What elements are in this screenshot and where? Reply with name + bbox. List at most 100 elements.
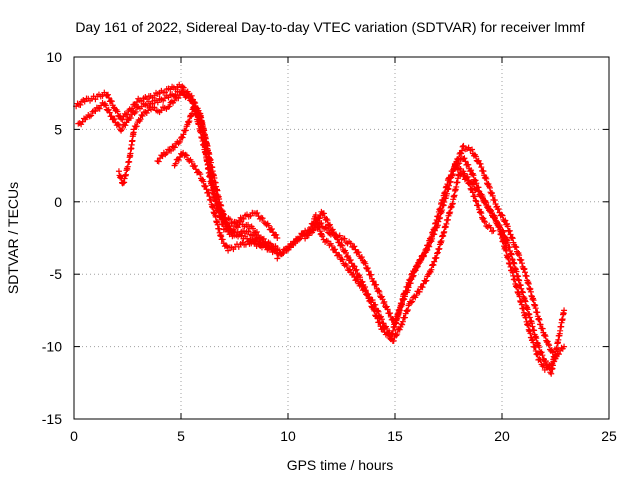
data-point-marker — [426, 243, 433, 250]
data-point-marker — [539, 325, 546, 332]
data-point-marker — [142, 108, 149, 115]
data-point-marker — [280, 250, 287, 257]
data-point-marker — [341, 235, 348, 242]
data-point-marker — [537, 321, 544, 328]
axis-ticks: 0 5 10 15 20 25 -15 -10 -5 0 5 10 — [42, 49, 617, 444]
data-point-marker — [163, 149, 170, 156]
data-point-marker — [458, 150, 465, 157]
x-tick-label: 10 — [280, 428, 296, 444]
data-point-marker — [364, 291, 371, 298]
data-point-marker — [485, 203, 492, 210]
data-point-marker — [461, 170, 468, 177]
data-point-marker — [343, 249, 350, 256]
data-point-marker — [351, 243, 358, 250]
data-point-marker — [472, 153, 479, 160]
data-point-marker — [537, 357, 544, 364]
data-point-marker — [539, 363, 546, 370]
data-point-marker — [431, 227, 438, 234]
data-point-marker — [491, 197, 498, 204]
data-point-marker — [250, 231, 257, 238]
y-tick-label: 5 — [54, 121, 62, 137]
data-point-marker — [302, 235, 309, 242]
data-point-marker — [489, 192, 496, 199]
data-point-marker — [145, 107, 152, 114]
data-point-marker — [370, 278, 377, 285]
data-point-marker — [425, 242, 432, 249]
data-point-marker — [496, 222, 503, 229]
x-tick-label: 15 — [387, 428, 403, 444]
data-point-marker — [481, 219, 488, 226]
data-point-marker — [538, 349, 545, 356]
data-point-marker — [188, 158, 195, 165]
data-point-marker — [88, 112, 95, 119]
data-point-marker — [423, 247, 430, 254]
data-point-marker — [490, 212, 497, 219]
data-point-marker — [133, 123, 140, 130]
data-point-marker — [92, 108, 99, 115]
data-point-marker — [419, 284, 426, 291]
data-point-marker — [387, 310, 394, 317]
data-point-marker — [324, 217, 331, 224]
data-point-marker — [225, 247, 232, 254]
x-tick-label: 5 — [177, 428, 185, 444]
data-point-marker — [399, 318, 406, 325]
data-point-marker — [119, 125, 126, 132]
data-point-marker — [478, 191, 485, 198]
data-point-marker — [155, 158, 162, 165]
data-point-marker — [544, 338, 551, 345]
data-point-marker — [102, 102, 109, 109]
data-point-marker — [532, 344, 539, 351]
data-point-marker — [498, 211, 505, 218]
data-point-marker — [386, 334, 393, 341]
data-point-marker — [318, 220, 325, 227]
data-point-marker — [180, 131, 187, 138]
data-point-marker — [543, 364, 550, 371]
data-point-marker — [129, 105, 136, 112]
data-point-marker — [105, 91, 112, 98]
data-point-marker — [322, 224, 329, 231]
data-point-marker — [472, 177, 479, 184]
data-point-marker — [378, 293, 385, 300]
data-point-marker — [231, 229, 238, 236]
data-point-marker — [226, 216, 233, 223]
y-tick-label: 10 — [46, 49, 62, 65]
data-point-marker — [92, 96, 99, 103]
data-point-marker — [265, 222, 272, 229]
data-point-marker — [470, 172, 477, 179]
data-point-marker — [133, 104, 140, 111]
y-axis-label: SDTVAR / TECUs — [5, 182, 21, 294]
data-point-marker — [362, 287, 369, 294]
data-point-marker — [493, 218, 500, 225]
data-point-marker — [417, 257, 424, 264]
data-point-marker — [247, 212, 254, 219]
x-axis-label: GPS time / hours — [287, 457, 394, 473]
data-point-marker — [77, 101, 84, 108]
satellite-track-6 — [274, 170, 497, 345]
data-point-marker — [376, 288, 383, 295]
data-point-marker — [347, 256, 354, 263]
data-point-marker — [411, 268, 418, 275]
data-point-marker — [171, 97, 178, 104]
data-point-marker — [508, 234, 515, 241]
data-point-marker — [343, 262, 350, 269]
data-point-marker — [154, 99, 161, 106]
data-point-marker — [420, 253, 427, 260]
data-point-marker — [534, 351, 541, 358]
data-point-marker — [226, 223, 233, 230]
data-point-marker — [416, 288, 423, 295]
data-point-marker — [484, 223, 491, 230]
data-point-marker — [273, 247, 280, 254]
data-point-marker — [455, 155, 462, 162]
data-point-marker — [192, 104, 199, 111]
data-point-marker — [365, 268, 372, 275]
data-point-marker — [111, 115, 118, 122]
data-point-marker — [462, 158, 469, 165]
data-point-marker — [416, 256, 423, 263]
data-point-marker — [475, 157, 482, 164]
data-point-marker — [504, 223, 511, 230]
data-point-marker — [434, 250, 441, 257]
data-point-marker — [356, 274, 363, 281]
data-point-marker — [431, 231, 438, 238]
data-point-marker — [481, 218, 488, 225]
